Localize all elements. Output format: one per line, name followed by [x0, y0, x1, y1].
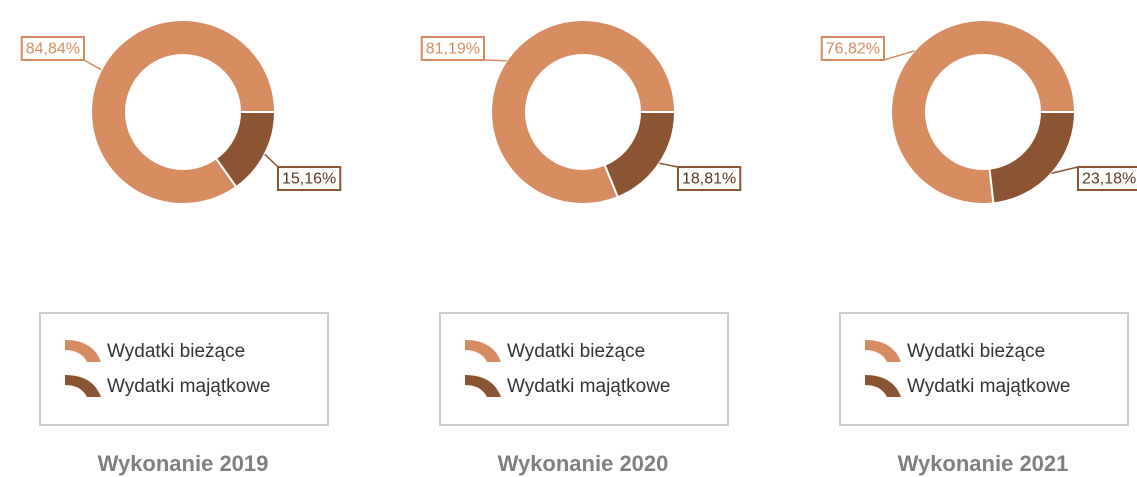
legend-symbol — [65, 375, 101, 397]
legend-box — [39, 312, 329, 426]
legend-label: Wydatki bieżące — [907, 341, 1045, 362]
label-box — [20, 36, 85, 61]
donut-segment — [988, 111, 1077, 205]
data-label: 18,81% — [682, 171, 736, 188]
chart-title: Wykonanie 2020 — [498, 451, 669, 476]
label-box — [1077, 166, 1137, 191]
legend-symbol — [465, 340, 501, 362]
legend-label: Wydatki majątkowe — [507, 376, 671, 397]
label-box — [420, 36, 485, 61]
legend-box — [839, 312, 1129, 426]
data-label: 81,19% — [426, 41, 480, 58]
donut-segment — [214, 111, 277, 189]
label-box — [820, 36, 885, 61]
donut-segment — [890, 19, 1077, 205]
chart-title: Wykonanie 2021 — [898, 451, 1069, 476]
legend-symbol — [865, 375, 901, 397]
leader-line — [483, 59, 507, 62]
leader-line — [83, 59, 102, 71]
legend-symbol — [65, 340, 101, 362]
legend-label: Wydatki majątkowe — [107, 376, 271, 397]
label-box — [677, 166, 742, 191]
label-box — [277, 166, 342, 191]
data-label: 84,84% — [26, 41, 80, 58]
data-label: 15,16% — [282, 171, 336, 188]
chart-title: Wykonanie 2019 — [98, 451, 269, 476]
donut-segment — [490, 19, 677, 205]
donut-segment — [603, 111, 677, 199]
data-label: 23,18% — [1082, 171, 1136, 188]
leader-line — [659, 162, 679, 168]
donut-segment — [90, 19, 277, 205]
legend-symbol — [865, 340, 901, 362]
legend-label: Wydatki bieżące — [107, 341, 245, 362]
leader-line — [264, 153, 279, 168]
legend-symbol — [465, 375, 501, 397]
legend-label: Wydatki bieżące — [507, 341, 645, 362]
legend-label: Wydatki majątkowe — [907, 376, 1071, 397]
leader-line — [1051, 166, 1079, 174]
data-label: 76,82% — [826, 41, 880, 58]
leader-line — [883, 50, 915, 61]
legend-box — [439, 312, 729, 426]
